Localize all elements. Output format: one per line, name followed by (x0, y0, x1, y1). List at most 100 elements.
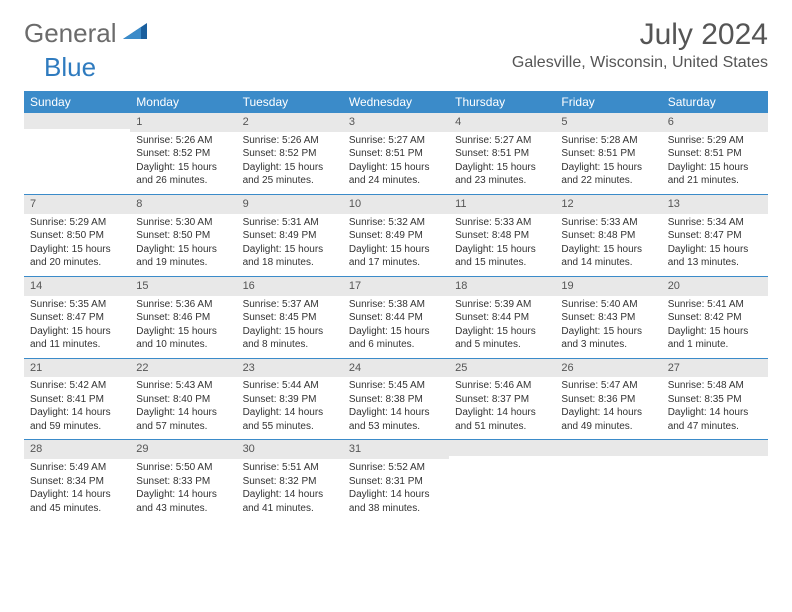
day-cell: 7Sunrise: 5:29 AMSunset: 8:50 PMDaylight… (24, 195, 130, 276)
day-cell (24, 113, 130, 194)
sunrise-line: Sunrise: 5:47 AM (561, 379, 655, 393)
day-number: 20 (662, 277, 768, 296)
day-body: Sunrise: 5:31 AMSunset: 8:49 PMDaylight:… (237, 214, 343, 276)
week-row: 1Sunrise: 5:26 AMSunset: 8:52 PMDaylight… (24, 113, 768, 194)
day-number: 18 (449, 277, 555, 296)
logo-triangle-icon (123, 21, 149, 46)
weekday-header: Saturday (662, 91, 768, 113)
sunrise-line: Sunrise: 5:40 AM (561, 298, 655, 312)
day-cell: 18Sunrise: 5:39 AMSunset: 8:44 PMDayligh… (449, 277, 555, 358)
day-cell: 1Sunrise: 5:26 AMSunset: 8:52 PMDaylight… (130, 113, 236, 194)
day-cell: 3Sunrise: 5:27 AMSunset: 8:51 PMDaylight… (343, 113, 449, 194)
sunrise-line: Sunrise: 5:29 AM (668, 134, 762, 148)
daylight-line: Daylight: 14 hours and 53 minutes. (349, 406, 443, 433)
day-body: Sunrise: 5:32 AMSunset: 8:49 PMDaylight:… (343, 214, 449, 276)
day-cell: 23Sunrise: 5:44 AMSunset: 8:39 PMDayligh… (237, 359, 343, 440)
day-body: Sunrise: 5:48 AMSunset: 8:35 PMDaylight:… (662, 377, 768, 439)
day-number: 12 (555, 195, 661, 214)
day-cell: 14Sunrise: 5:35 AMSunset: 8:47 PMDayligh… (24, 277, 130, 358)
daylight-line: Daylight: 14 hours and 59 minutes. (30, 406, 124, 433)
day-cell: 31Sunrise: 5:52 AMSunset: 8:31 PMDayligh… (343, 440, 449, 521)
sunset-line: Sunset: 8:44 PM (349, 311, 443, 325)
sunset-line: Sunset: 8:47 PM (30, 311, 124, 325)
sunset-line: Sunset: 8:40 PM (136, 393, 230, 407)
day-body: Sunrise: 5:33 AMSunset: 8:48 PMDaylight:… (449, 214, 555, 276)
day-cell (555, 440, 661, 521)
sunset-line: Sunset: 8:48 PM (561, 229, 655, 243)
sunset-line: Sunset: 8:36 PM (561, 393, 655, 407)
sunset-line: Sunset: 8:42 PM (668, 311, 762, 325)
daylight-line: Daylight: 15 hours and 14 minutes. (561, 243, 655, 270)
sunset-line: Sunset: 8:51 PM (668, 147, 762, 161)
day-body: Sunrise: 5:46 AMSunset: 8:37 PMDaylight:… (449, 377, 555, 439)
day-body: Sunrise: 5:27 AMSunset: 8:51 PMDaylight:… (449, 132, 555, 194)
day-cell: 10Sunrise: 5:32 AMSunset: 8:49 PMDayligh… (343, 195, 449, 276)
day-body: Sunrise: 5:52 AMSunset: 8:31 PMDaylight:… (343, 459, 449, 521)
daylight-line: Daylight: 15 hours and 8 minutes. (243, 325, 337, 352)
day-number: 4 (449, 113, 555, 132)
weekday-header: Wednesday (343, 91, 449, 113)
day-body: Sunrise: 5:51 AMSunset: 8:32 PMDaylight:… (237, 459, 343, 521)
daylight-line: Daylight: 14 hours and 55 minutes. (243, 406, 337, 433)
day-cell: 2Sunrise: 5:26 AMSunset: 8:52 PMDaylight… (237, 113, 343, 194)
day-cell: 24Sunrise: 5:45 AMSunset: 8:38 PMDayligh… (343, 359, 449, 440)
day-cell: 17Sunrise: 5:38 AMSunset: 8:44 PMDayligh… (343, 277, 449, 358)
day-cell: 13Sunrise: 5:34 AMSunset: 8:47 PMDayligh… (662, 195, 768, 276)
week-row: 14Sunrise: 5:35 AMSunset: 8:47 PMDayligh… (24, 276, 768, 358)
weekday-header: Sunday (24, 91, 130, 113)
day-number: 24 (343, 359, 449, 378)
sunrise-line: Sunrise: 5:44 AM (243, 379, 337, 393)
day-cell: 12 Sunrise: 5:33 AMSunset: 8:48 PMDayligh… (555, 195, 661, 276)
sunset-line: Sunset: 8:51 PM (561, 147, 655, 161)
sunrise-line: Sunrise: 5:33 AM (561, 216, 655, 230)
day-cell: 6Sunrise: 5:29 AMSunset: 8:51 PMDaylight… (662, 113, 768, 194)
daylight-line: Daylight: 15 hours and 3 minutes. (561, 325, 655, 352)
sunrise-line: Sunrise: 5:43 AM (136, 379, 230, 393)
daylight-line: Daylight: 15 hours and 17 minutes. (349, 243, 443, 270)
day-body: Sunrise: 5:27 AMSunset: 8:51 PMDaylight:… (343, 132, 449, 194)
weekday-header: Tuesday (237, 91, 343, 113)
sunrise-line: Sunrise: 5:51 AM (243, 461, 337, 475)
sunset-line: Sunset: 8:50 PM (30, 229, 124, 243)
daylight-line: Daylight: 15 hours and 10 minutes. (136, 325, 230, 352)
sunrise-line: Sunrise: 5:31 AM (243, 216, 337, 230)
day-number: 27 (662, 359, 768, 378)
week-row: 7Sunrise: 5:29 AMSunset: 8:50 PMDaylight… (24, 194, 768, 276)
sunset-line: Sunset: 8:33 PM (136, 475, 230, 489)
weekday-header: Monday (130, 91, 236, 113)
day-body: Sunrise: 5:42 AMSunset: 8:41 PMDaylight:… (24, 377, 130, 439)
day-cell: 28Sunrise: 5:49 AMSunset: 8:34 PMDayligh… (24, 440, 130, 521)
day-number: 22 (130, 359, 236, 378)
sunset-line: Sunset: 8:35 PM (668, 393, 762, 407)
day-number: 10 (343, 195, 449, 214)
title-block: July 2024 Galesville, Wisconsin, United … (512, 18, 768, 72)
day-number: 31 (343, 440, 449, 459)
day-body: Sunrise: 5:30 AMSunset: 8:50 PMDaylight:… (130, 214, 236, 276)
sunrise-line: Sunrise: 5:28 AM (561, 134, 655, 148)
calendar: SundayMondayTuesdayWednesdayThursdayFrid… (24, 91, 768, 521)
day-number: 1 (130, 113, 236, 132)
day-cell: 4Sunrise: 5:27 AMSunset: 8:51 PMDaylight… (449, 113, 555, 194)
day-cell: 20Sunrise: 5:41 AMSunset: 8:42 PMDayligh… (662, 277, 768, 358)
day-cell: 19Sunrise: 5:40 AMSunset: 8:43 PMDayligh… (555, 277, 661, 358)
day-body: Sunrise: 5:29 AMSunset: 8:50 PMDaylight:… (24, 214, 130, 276)
daylight-line: Daylight: 15 hours and 25 minutes. (243, 161, 337, 188)
sunset-line: Sunset: 8:52 PM (136, 147, 230, 161)
day-number (24, 113, 130, 129)
day-cell: 9Sunrise: 5:31 AMSunset: 8:49 PMDaylight… (237, 195, 343, 276)
sunset-line: Sunset: 8:48 PM (455, 229, 549, 243)
sunrise-line: Sunrise: 5:34 AM (668, 216, 762, 230)
sunset-line: Sunset: 8:41 PM (30, 393, 124, 407)
day-cell: 25Sunrise: 5:46 AMSunset: 8:37 PMDayligh… (449, 359, 555, 440)
logo: General (24, 18, 151, 49)
day-number (555, 440, 661, 456)
daylight-line: Daylight: 15 hours and 6 minutes. (349, 325, 443, 352)
daylight-line: Daylight: 15 hours and 18 minutes. (243, 243, 337, 270)
sunrise-line: Sunrise: 5:27 AM (349, 134, 443, 148)
day-cell: 26Sunrise: 5:47 AMSunset: 8:36 PMDayligh… (555, 359, 661, 440)
day-number: 13 (662, 195, 768, 214)
sunrise-line: Sunrise: 5:41 AM (668, 298, 762, 312)
day-body: Sunrise: 5:45 AMSunset: 8:38 PMDaylight:… (343, 377, 449, 439)
daylight-line: Daylight: 14 hours and 51 minutes. (455, 406, 549, 433)
day-number: 25 (449, 359, 555, 378)
